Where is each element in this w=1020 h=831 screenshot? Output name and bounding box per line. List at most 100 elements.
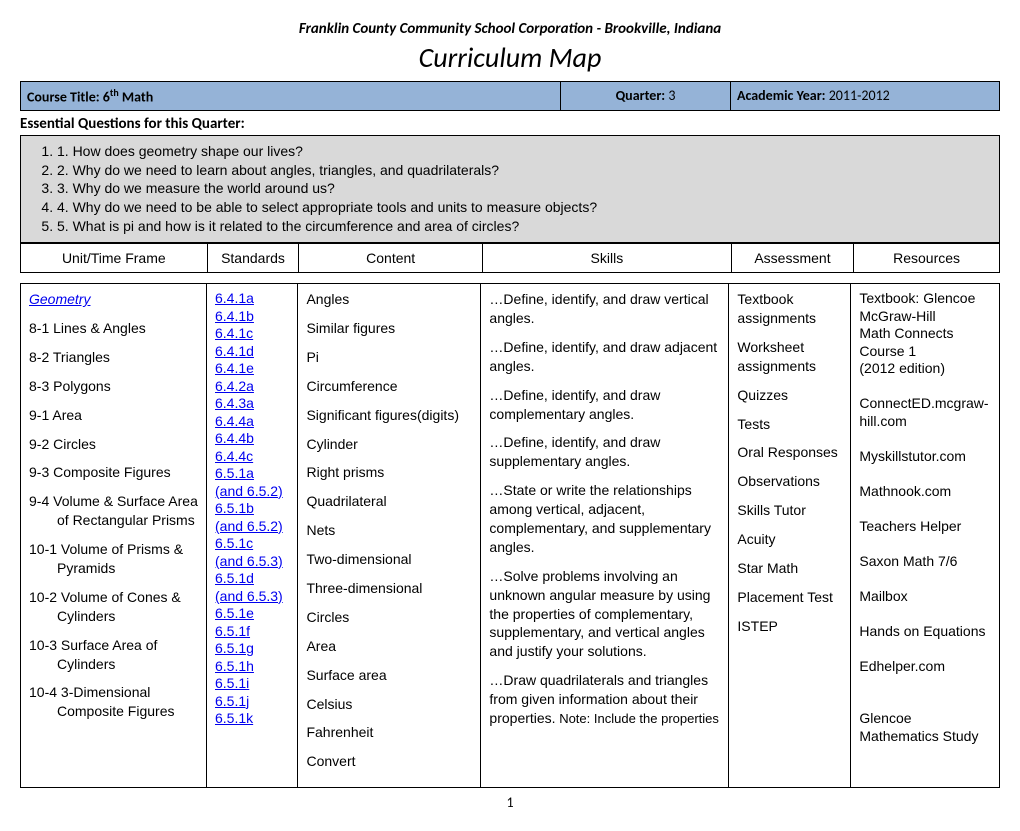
assessment-item: Observations: [737, 472, 842, 491]
content-item: Two-dimensional: [306, 550, 472, 569]
year-cell: Academic Year: 2011-2012: [731, 82, 1000, 111]
assessment-item: Skills Tutor: [737, 501, 842, 520]
course-cell: Course Title: 6th Math: [21, 82, 561, 111]
content-item: Significant figures(digits): [306, 406, 472, 425]
standard-link[interactable]: 6.4.4a: [215, 413, 254, 429]
essential-questions-list: 1. How does geometry shape our lives?2. …: [31, 142, 989, 236]
resource-item: Saxon Math 7/6: [859, 553, 991, 571]
content-item: Fahrenheit: [306, 723, 472, 742]
content-item: Convert: [306, 752, 472, 771]
standard-link[interactable]: 6.5.1a: [215, 465, 254, 481]
resource-item: Teachers Helper: [859, 518, 991, 536]
unit-cell: Geometry 8-1 Lines & Angles8-2 Triangles…: [21, 284, 207, 788]
essential-question-item: 5. What is pi and how is it related to t…: [57, 217, 989, 236]
course-label: Course Title:: [27, 89, 100, 106]
standard-link[interactable]: 6.4.1e: [215, 360, 254, 376]
resource-item: [859, 535, 991, 553]
standard-link[interactable]: 6.5.1g: [215, 640, 254, 656]
resource-item: Edhelper.com: [859, 658, 991, 676]
resource-item: Mathnook.com: [859, 483, 991, 501]
resource-item: [859, 430, 991, 448]
assessment-item: Acuity: [737, 530, 842, 549]
standard-link[interactable]: (and 6.5.3): [215, 553, 283, 569]
header-assessment: Assessment: [731, 244, 853, 273]
content-item: Nets: [306, 521, 472, 540]
content-item: Right prisms: [306, 463, 472, 482]
unit-item: 8-1 Lines & Angles: [29, 319, 198, 338]
resource-item: [859, 640, 991, 658]
resource-item: [859, 465, 991, 483]
resource-item: Hands on Equations: [859, 623, 991, 641]
standard-link[interactable]: 6.4.1c: [215, 325, 253, 341]
resource-item: [859, 675, 991, 693]
resource-item: [859, 605, 991, 623]
standard-link[interactable]: 6.5.1c: [215, 535, 253, 551]
content-item: Three-dimensional: [306, 579, 472, 598]
standard-link[interactable]: 6.5.1d: [215, 570, 254, 586]
essential-question-item: 1. How does geometry shape our lives?: [57, 142, 989, 161]
standard-link[interactable]: 6.5.1h: [215, 658, 254, 674]
year-label: Academic Year:: [737, 87, 826, 104]
header-unit: Unit/Time Frame: [21, 244, 208, 273]
column-headers: Unit/Time Frame Standards Content Skills…: [20, 243, 1000, 273]
resources-cell: Textbook: Glencoe McGraw-HillMath Connec…: [851, 284, 1000, 788]
standard-link[interactable]: 6.5.1j: [215, 693, 249, 709]
skill-item: …Solve problems involving an unknown ang…: [489, 567, 720, 661]
header-skills: Skills: [482, 244, 731, 273]
standard-link[interactable]: 6.4.4b: [215, 430, 254, 446]
content-item: Circles: [306, 608, 472, 627]
standard-link[interactable]: 6.5.1k: [215, 710, 253, 726]
standard-link[interactable]: 6.4.1b: [215, 308, 254, 324]
quarter-label: Quarter:: [616, 87, 666, 104]
assessment-item: Oral Responses: [737, 443, 842, 462]
content-item: Quadrilateral: [306, 492, 472, 511]
school-name: Franklin County Community School Corpora…: [20, 20, 1000, 38]
essential-questions-title: Essential Questions for this Quarter:: [20, 115, 1000, 133]
standard-link[interactable]: 6.5.1b: [215, 500, 254, 516]
resource-item: Myskillstutor.com: [859, 448, 991, 466]
resource-item: Math Connects Course 1: [859, 325, 991, 360]
standard-link[interactable]: 6.5.1e: [215, 605, 254, 621]
unit-item: 10-3 Surface Area of Cylinders: [29, 636, 198, 674]
unit-item: 9-1 Area: [29, 406, 198, 425]
standard-link[interactable]: (and 6.5.3): [215, 588, 283, 604]
resource-item: [859, 500, 991, 518]
document-title: Curriculum Map: [20, 40, 1000, 75]
header-resources: Resources: [854, 244, 1000, 273]
unit-item: 9-3 Composite Figures: [29, 463, 198, 482]
content-item: Celsius: [306, 695, 472, 714]
content-item: Surface area: [306, 666, 472, 685]
standard-link[interactable]: 6.4.4c: [215, 448, 253, 464]
assessment-item: Worksheet assignments: [737, 338, 842, 376]
standard-link[interactable]: 6.4.1a: [215, 290, 254, 306]
header-content: Content: [299, 244, 483, 273]
assessment-item: Quizzes: [737, 386, 842, 405]
assessment-item: Textbook assignments: [737, 290, 842, 328]
content-item: Area: [306, 637, 472, 656]
unit-item: 8-3 Polygons: [29, 377, 198, 396]
standard-link[interactable]: (and 6.5.2): [215, 518, 283, 534]
essential-question-item: 2. Why do we need to learn about angles,…: [57, 161, 989, 180]
skill-item: …Define, identify, and draw adjacent ang…: [489, 338, 720, 376]
quarter-cell: Quarter: 3: [561, 82, 731, 111]
content-item: Cylinder: [306, 435, 472, 454]
resource-item: Textbook: Glencoe McGraw-Hill: [859, 290, 991, 325]
resource-item: [859, 693, 991, 711]
content-cell: AnglesSimilar figuresPiCircumferenceSign…: [298, 284, 481, 788]
standard-link[interactable]: 6.5.1i: [215, 675, 249, 691]
resource-item: (2012 edition): [859, 360, 991, 378]
standard-link[interactable]: 6.4.1d: [215, 343, 254, 359]
standard-link[interactable]: (and 6.5.2): [215, 483, 283, 499]
skill-item: …Draw quadrilaterals and triangles from …: [489, 671, 720, 728]
unit-item: 9-4 Volume & Surface Area of Rectangular…: [29, 492, 198, 530]
standard-link[interactable]: 6.4.2a: [215, 378, 254, 394]
skill-item: …Define, identify, and draw vertical ang…: [489, 290, 720, 328]
standard-link[interactable]: 6.4.3a: [215, 395, 254, 411]
skill-item: …Define, identify, and draw complementar…: [489, 386, 720, 424]
assessment-cell: Textbook assignments Worksheet assignment…: [729, 284, 851, 788]
standard-link[interactable]: 6.5.1f: [215, 623, 250, 639]
skills-cell: …Define, identify, and draw vertical ang…: [481, 284, 729, 788]
geometry-link[interactable]: Geometry: [29, 291, 90, 307]
info-bar: Course Title: 6th Math Quarter: 3 Academ…: [20, 81, 1000, 111]
assessment-item: ISTEP: [737, 617, 842, 636]
